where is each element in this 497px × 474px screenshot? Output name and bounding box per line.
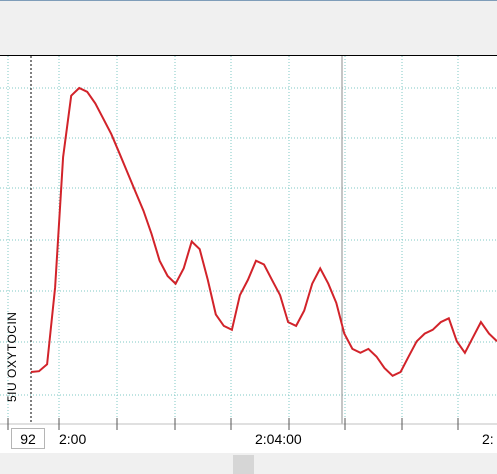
scroll-thumb[interactable] xyxy=(233,455,254,474)
toolbar-area xyxy=(0,0,497,55)
time-ticks xyxy=(7,418,459,430)
grid-lines xyxy=(0,56,497,424)
value-box[interactable]: 92 xyxy=(11,428,45,449)
time-label-truncated: 2: xyxy=(482,431,494,447)
time-label-204: 2:04:00 xyxy=(255,431,302,447)
contraction-trace xyxy=(30,86,497,377)
time-label-200: 2:00 xyxy=(59,431,87,447)
event-annotation: 5IU OXYTOCIN xyxy=(5,311,19,402)
